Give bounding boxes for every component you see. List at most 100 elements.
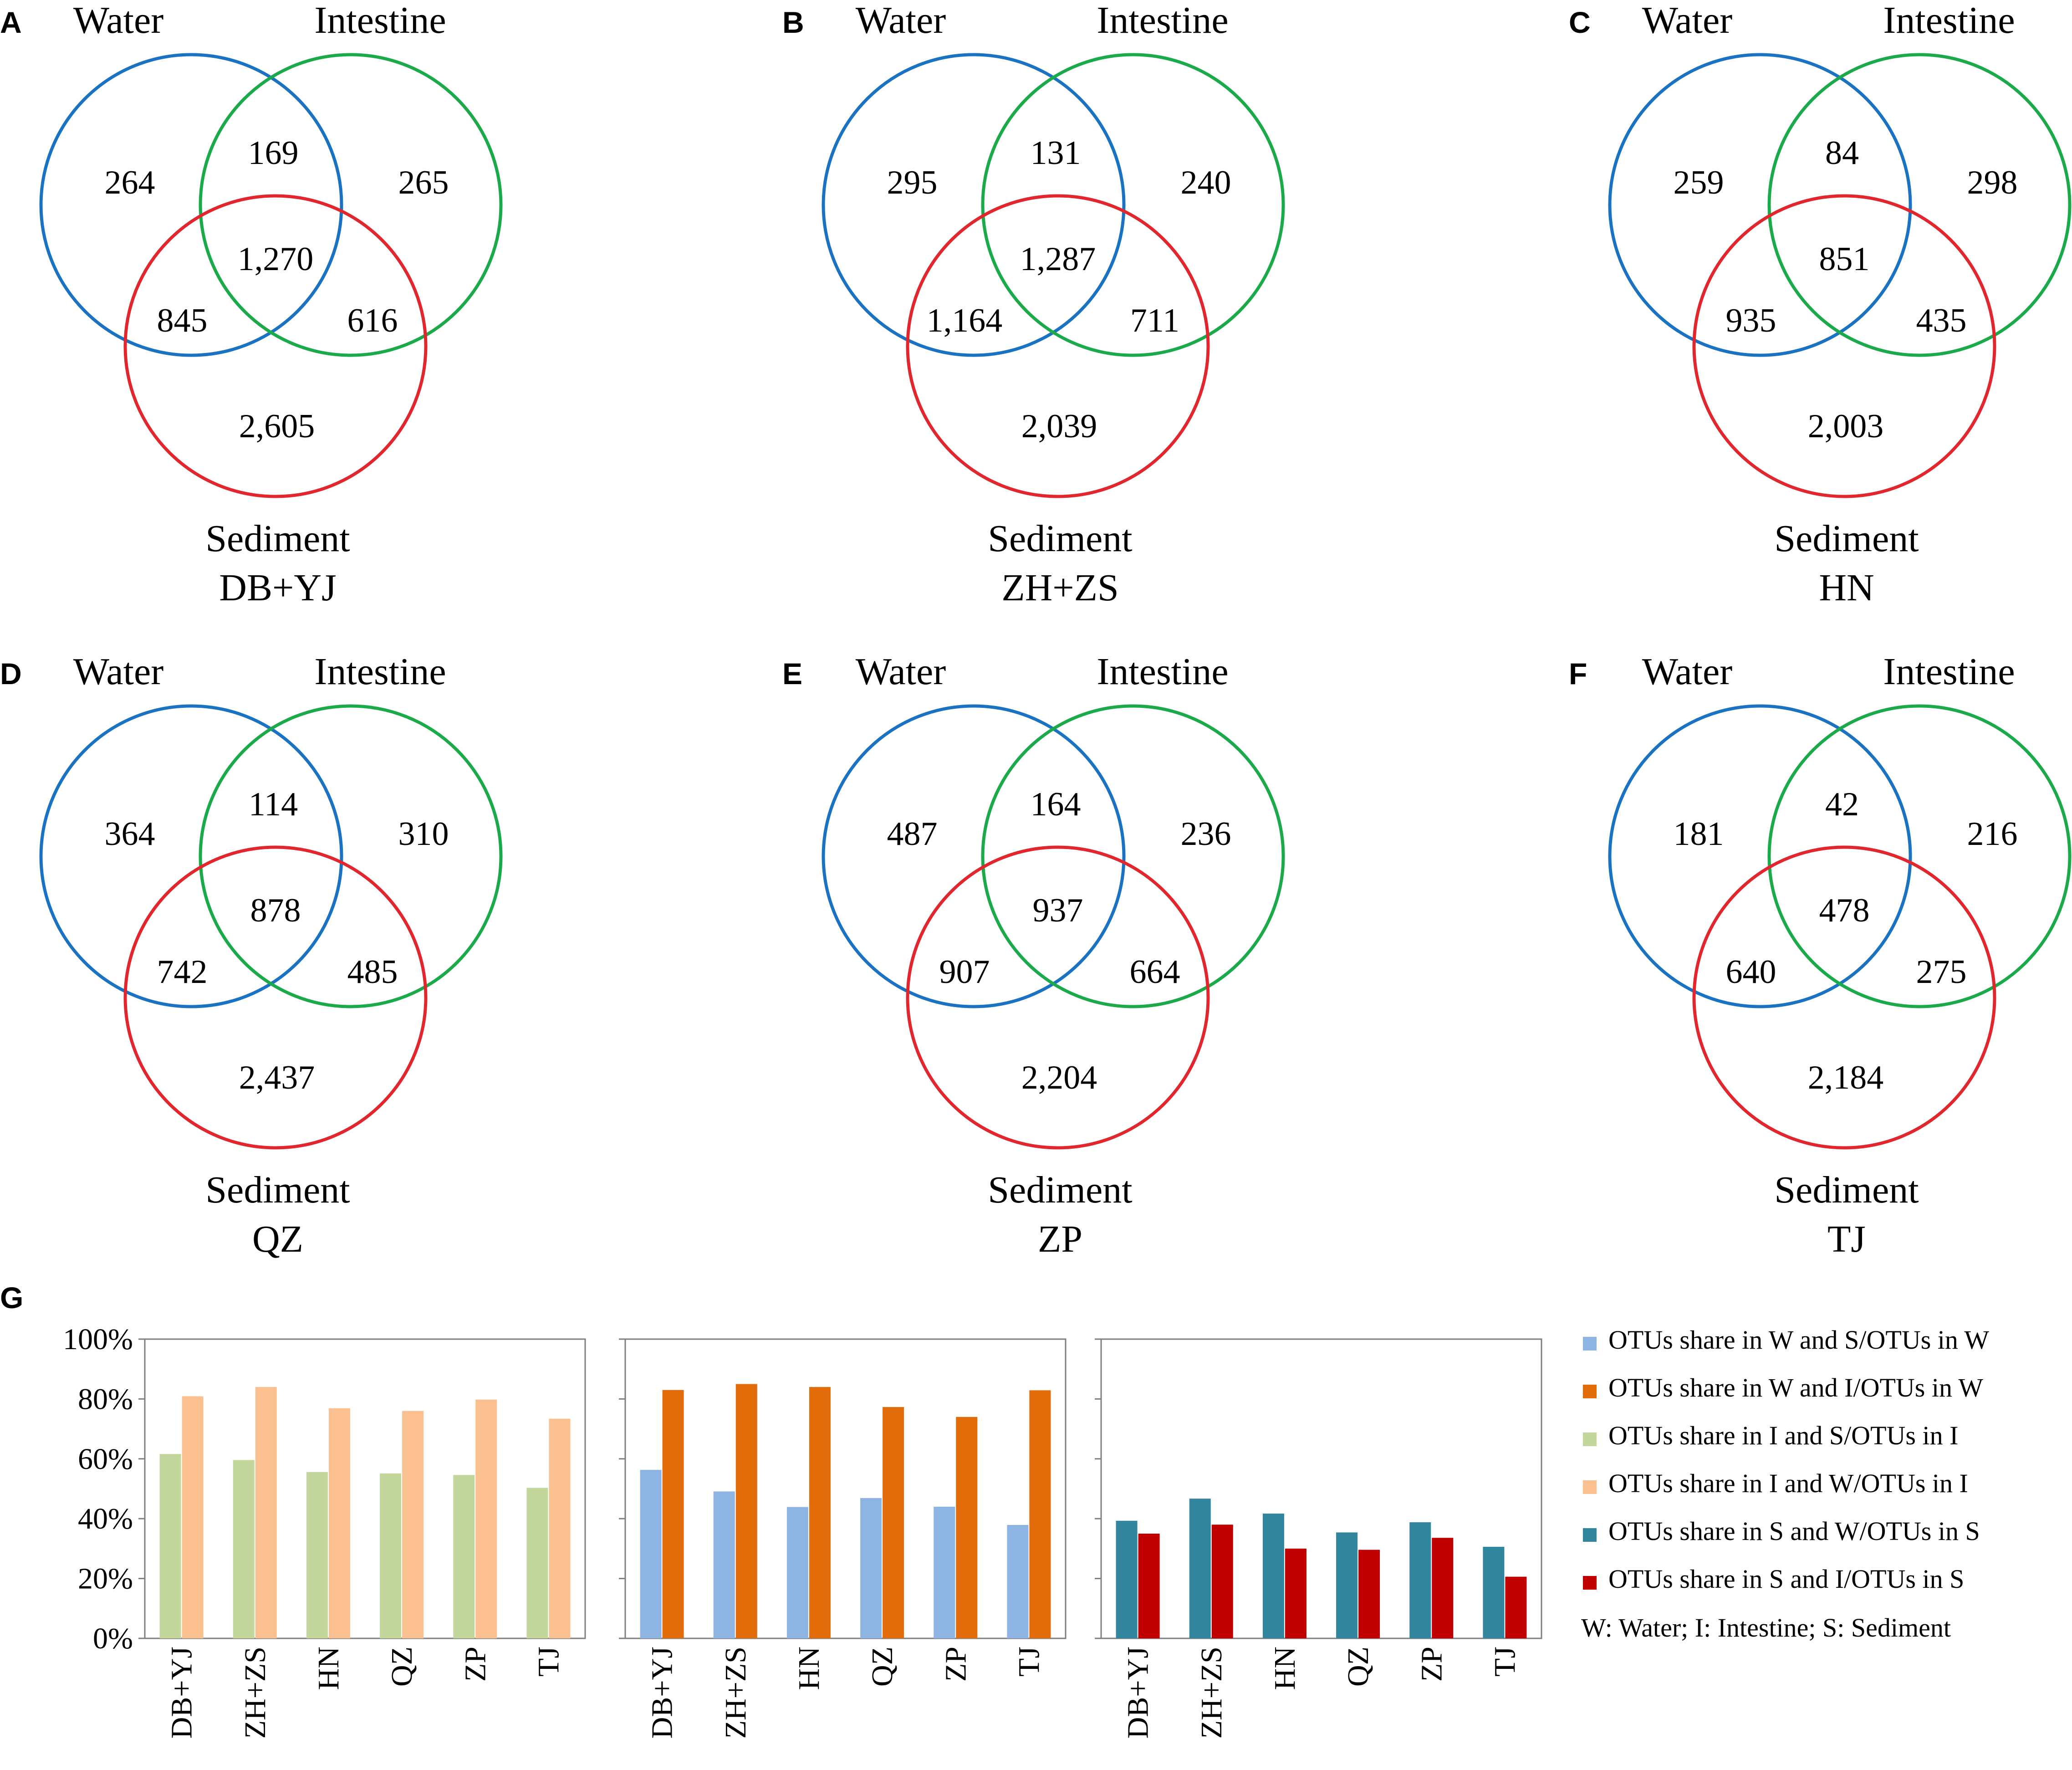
bar-wi_w-5 [956,1417,978,1638]
all-shared-count: 1,287 [1020,240,1096,278]
bar-si_s-6 [1505,1576,1527,1638]
sediment-circle [906,845,1210,1150]
panel-letter: F [1569,657,1587,691]
intestine-only-count: 236 [1181,815,1231,853]
water-label: Water [1642,650,1732,693]
bar-sw_s-2 [1189,1499,1211,1638]
y-tick-label: 20% [78,1562,133,1596]
legend-swatch-is_i [1583,1432,1597,1446]
sediment-only-count: 2,003 [1808,408,1884,445]
all-shared-count: 1,270 [238,240,314,278]
x-tick-label: ZP [1415,1647,1448,1682]
bar-wi_w-1 [662,1390,684,1638]
intestine-sediment-count: 275 [1916,953,1967,991]
intestine-circle [199,704,503,1008]
bar-si_s-1 [1138,1534,1160,1638]
bar-wi_w-4 [883,1407,904,1638]
venn-panel-d: D Water Intestine 364 310 114 878 742 485 2,437 Se… [0,650,503,1260]
site-label: TJ [1827,1218,1866,1260]
water-intestine-count: 131 [1031,134,1081,172]
x-tick-label: ZH+ZS [719,1647,752,1739]
intestine-only-count: 216 [1967,815,2018,853]
water-circle [39,53,343,357]
water-circle [1608,704,1912,1008]
panel-letter: C [1569,5,1591,39]
water-intestine-count: 114 [249,786,298,823]
x-tick-label: ZP [459,1647,492,1682]
sediment-circle [906,194,1210,498]
plot-frame [624,1338,1067,1639]
intestine-label: Intestine [1883,650,2015,693]
plot-frame [1100,1338,1542,1639]
intestine-sediment-count: 485 [347,953,398,991]
sediment-label: Sediment [988,517,1132,560]
bar-is_i-4 [380,1473,402,1638]
intestine-only-count: 298 [1967,164,2018,201]
all-shared-count: 878 [250,892,301,929]
sediment-circle [1692,845,1996,1150]
bar-is_i-2 [233,1460,255,1638]
x-tick-label: DB+YJ [646,1647,679,1739]
bar-wi_w-6 [1029,1390,1051,1638]
water-sediment-count: 1,164 [927,302,1003,339]
x-tick-label: ZP [939,1647,972,1682]
bar-iw_i-1 [182,1396,204,1638]
panel-letter-g: G [0,1281,23,1315]
intestine-label: Intestine [314,0,446,41]
water-circle [39,704,343,1008]
intestine-label: Intestine [314,650,446,693]
x-tick-label: HN [1268,1647,1301,1690]
intestine-label: Intestine [1097,650,1228,693]
bar-ws_w-5 [934,1506,955,1638]
venn-panel-f: F Water Intestine 181 216 42 478 640 275 2,184 Sed… [1569,650,2072,1260]
panel-letter: E [782,657,802,691]
bar-wi_w-3 [809,1387,831,1638]
water-only-count: 264 [105,164,155,201]
bar-is_i-3 [306,1472,328,1638]
bar-chart-3: DB+YJ ZH+ZS HN QZ ZP TJ [1095,1338,1542,1739]
water-only-count: 295 [887,164,938,201]
water-sediment-count: 742 [157,953,208,991]
sediment-only-count: 2,184 [1808,1059,1884,1096]
x-tick-label: QZ [385,1647,418,1687]
panel-letter: D [0,657,22,691]
water-label: Water [856,0,946,41]
sediment-circle [123,845,428,1150]
legend-label: OTUs share in S and W/OTUs in S [1608,1516,1980,1546]
legend-swatch-ws_w [1583,1337,1597,1351]
sediment-label: Sediment [1774,1169,1919,1211]
bar-chart-2: DB+YJ ZH+ZS HN QZ ZP TJ [619,1338,1067,1739]
sediment-circle [123,194,428,498]
legend-label: OTUs share in I and W/OTUs in I [1608,1468,1968,1498]
panel-letter: A [0,5,22,39]
legend: OTUs share in W and S/OTUs in W OTUs shar… [1581,1325,1989,1642]
sediment-label: Sediment [988,1169,1132,1211]
water-label: Water [856,650,946,693]
legend-label: OTUs share in I and S/OTUs in I [1608,1421,1958,1450]
water-only-count: 259 [1674,164,1724,201]
water-label: Water [73,650,163,693]
water-circle [822,704,1126,1008]
bar-chart-1: 0% 20% 40% 60% 80% 100% DB+YJ ZH+ZS HN QZ ZP TJ [63,1323,586,1739]
water-label: Water [1642,0,1732,41]
sediment-circle [1692,194,1996,498]
x-tick-label: TJ [532,1647,565,1677]
x-tick-label: ZH+ZS [1195,1647,1228,1739]
water-sediment-count: 935 [1726,302,1776,339]
x-tick-label: ZH+ZS [239,1647,272,1739]
all-shared-count: 937 [1033,892,1083,929]
bar-sw_s-3 [1262,1514,1284,1638]
water-sediment-count: 845 [157,302,208,339]
sediment-only-count: 2,437 [239,1059,315,1096]
bar-ws_w-2 [713,1491,735,1638]
legend-label: OTUs share in W and I/OTUs in W [1608,1373,1983,1402]
intestine-circle [981,704,1285,1008]
water-sediment-count: 907 [939,953,990,991]
legend-swatch-iw_i [1583,1480,1597,1494]
bar-sw_s-5 [1409,1522,1431,1638]
y-tick-label: 100% [63,1323,133,1356]
sediment-label: Sediment [205,1169,350,1211]
water-intestine-count: 164 [1031,786,1081,823]
water-circle [1608,53,1912,357]
